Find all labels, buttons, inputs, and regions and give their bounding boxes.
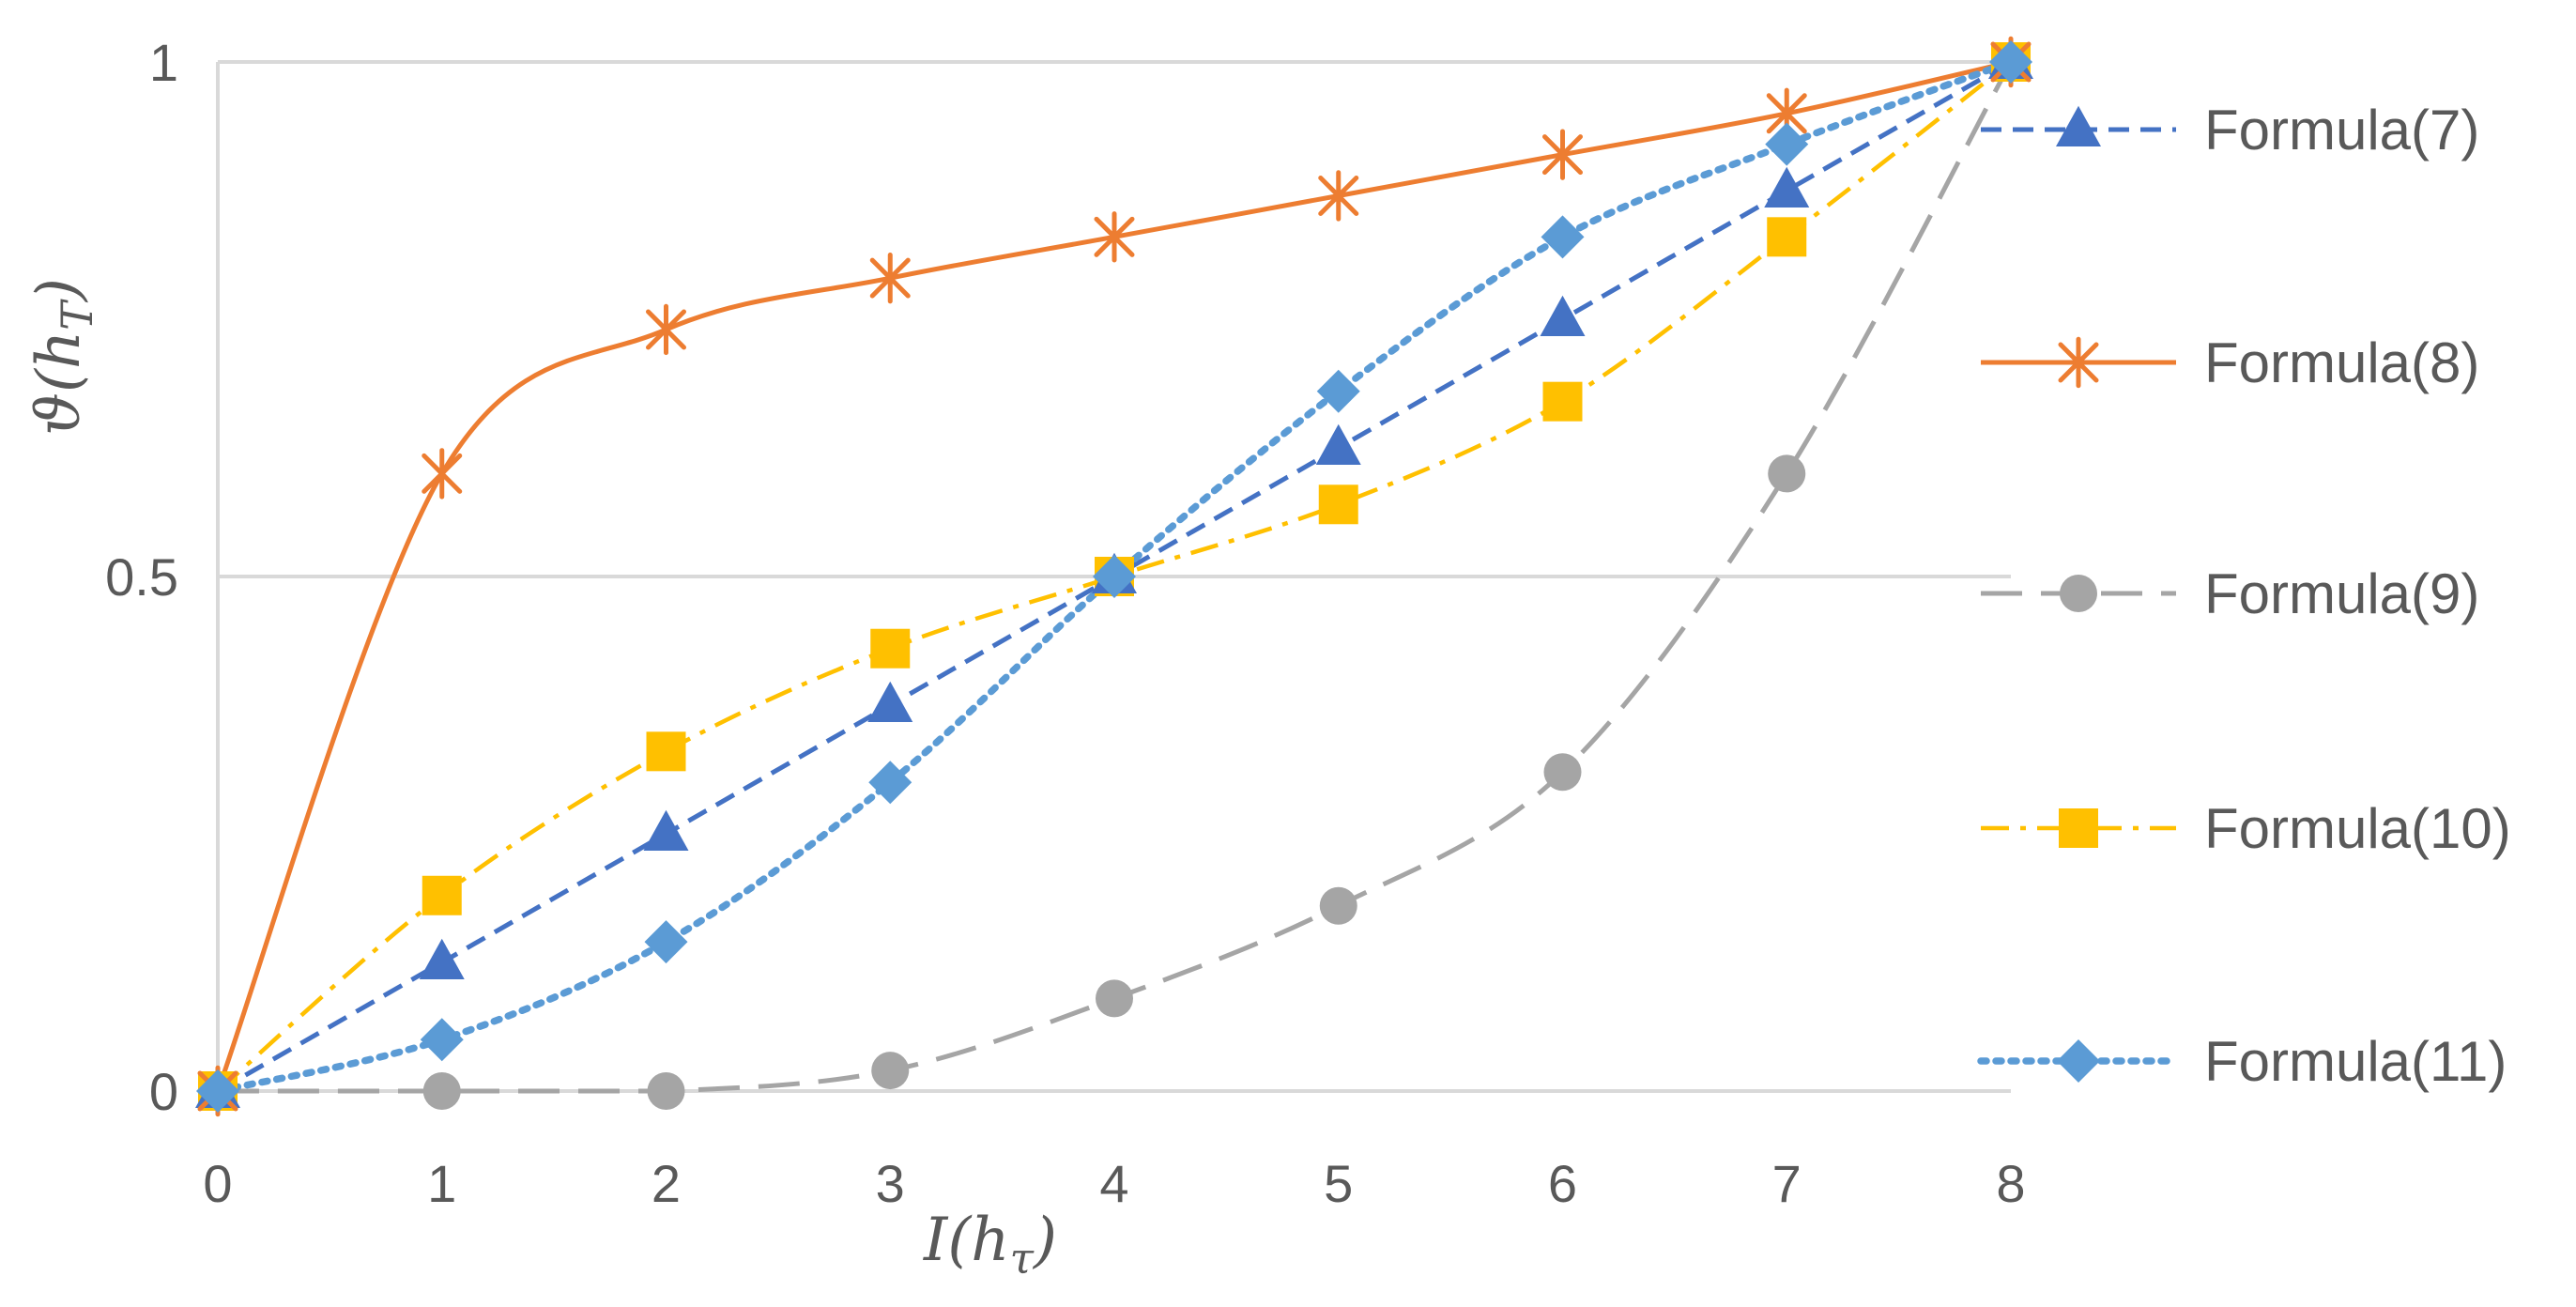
tick-labels: 0 0.5 1 0 1 2 3 4 5 6 7 8	[105, 33, 2025, 1213]
data-point-formula9-4	[1096, 979, 1133, 1018]
data-point-formula11-6	[1541, 215, 1585, 259]
x-axis-title-end: )	[1032, 1206, 1057, 1275]
data-point-formula9-6	[1543, 753, 1582, 792]
data-point-formula8-4	[1094, 211, 1135, 263]
y-axis-title-end: )	[24, 278, 94, 303]
data-point-formula7-1	[419, 938, 465, 979]
x-axis-title: I(hτ)	[923, 1206, 1057, 1284]
data-point-formula9-2	[647, 1072, 685, 1110]
y-axis-title-main: ϑ(h	[24, 331, 94, 436]
x-tick-label: 0	[203, 1154, 232, 1213]
x-tick-label: 5	[1324, 1154, 1353, 1213]
series-line-formula9	[218, 60, 2014, 1094]
y-axis-title: ϑ(hT)	[24, 278, 102, 436]
data-point-formula7-6	[1540, 295, 1586, 336]
data-point-formula10-5	[1318, 484, 1358, 525]
series-markers	[195, 36, 2033, 1117]
legend-entry-formula7: Formula(7)	[1981, 99, 2479, 161]
data-point-formula8-5	[1318, 170, 1359, 222]
data-point-formula10-7	[1767, 217, 1807, 257]
data-point-formula9-7	[1768, 454, 1806, 493]
gridlines	[216, 60, 2011, 1093]
data-point-formula7-7	[1764, 166, 1810, 208]
x-tick-label: 7	[1772, 1154, 1802, 1213]
y-axis-title-sub: T	[52, 299, 102, 331]
data-point-formula9-5	[1319, 886, 1357, 925]
legend-marker-diamond	[2057, 1039, 2100, 1083]
legend-entry-formula10: Formula(10)	[1981, 797, 2511, 860]
data-point-formula7-3	[867, 681, 913, 722]
x-axis-title-sub: τ	[1010, 1233, 1035, 1284]
x-tick-label: 6	[1548, 1154, 1577, 1213]
legend-label: Formula(8)	[2204, 331, 2479, 394]
x-tick-label: 2	[652, 1154, 681, 1213]
x-tick-label: 3	[876, 1154, 905, 1213]
legend-marker-star	[2058, 336, 2099, 389]
y-tick-label: 0	[149, 1062, 178, 1121]
y-tick-label: 1	[149, 33, 178, 92]
legend-entry-formula9: Formula(9)	[1981, 562, 2479, 625]
data-point-formula11-5	[1316, 369, 1360, 413]
data-point-formula11-2	[644, 920, 688, 964]
legend-entry-formula8: Formula(8)	[1981, 331, 2479, 394]
data-point-formula8-1	[422, 448, 463, 500]
x-axis-title-main: I(h	[923, 1206, 1009, 1275]
x-tick-label: 1	[427, 1154, 456, 1213]
x-tick-label: 4	[1099, 1154, 1128, 1213]
data-point-formula9-1	[422, 1072, 461, 1110]
legend: Formula(7) Formula(8) Formula(9) Formula(10…	[1977, 99, 2511, 1093]
legend-entry-formula11: Formula(11)	[1977, 1030, 2507, 1093]
legend-label: Formula(7)	[2204, 99, 2479, 161]
legend-marker-triangle	[2056, 105, 2101, 146]
data-point-formula11-7	[1765, 122, 1809, 166]
data-point-formula8-6	[1542, 129, 1583, 180]
data-point-formula10-1	[422, 875, 462, 915]
data-point-formula10-3	[870, 628, 911, 669]
data-point-formula10-2	[646, 731, 686, 772]
data-point-formula7-5	[1315, 423, 1361, 465]
y-tick-label: 0.5	[105, 547, 178, 607]
data-point-formula8-3	[869, 252, 911, 304]
data-point-formula10-6	[1542, 381, 1583, 422]
x-tick-label: 8	[1996, 1154, 2025, 1213]
data-point-formula11-3	[868, 761, 912, 805]
data-point-formula11-1	[420, 1018, 464, 1062]
data-point-formula8-2	[646, 303, 686, 356]
data-point-formula11-8	[1989, 40, 2032, 84]
legend-marker-circle	[2060, 575, 2097, 612]
data-point-formula9-3	[871, 1052, 910, 1090]
legend-label: Formula(10)	[2204, 797, 2511, 860]
legend-label: Formula(9)	[2204, 562, 2479, 625]
data-point-formula11-0	[196, 1069, 239, 1113]
data-point-formula11-4	[1093, 555, 1136, 598]
legend-marker-square	[2059, 808, 2098, 848]
legend-label: Formula(11)	[2204, 1030, 2507, 1093]
data-point-formula7-2	[643, 809, 689, 851]
series-line-formula8	[215, 59, 2012, 1092]
